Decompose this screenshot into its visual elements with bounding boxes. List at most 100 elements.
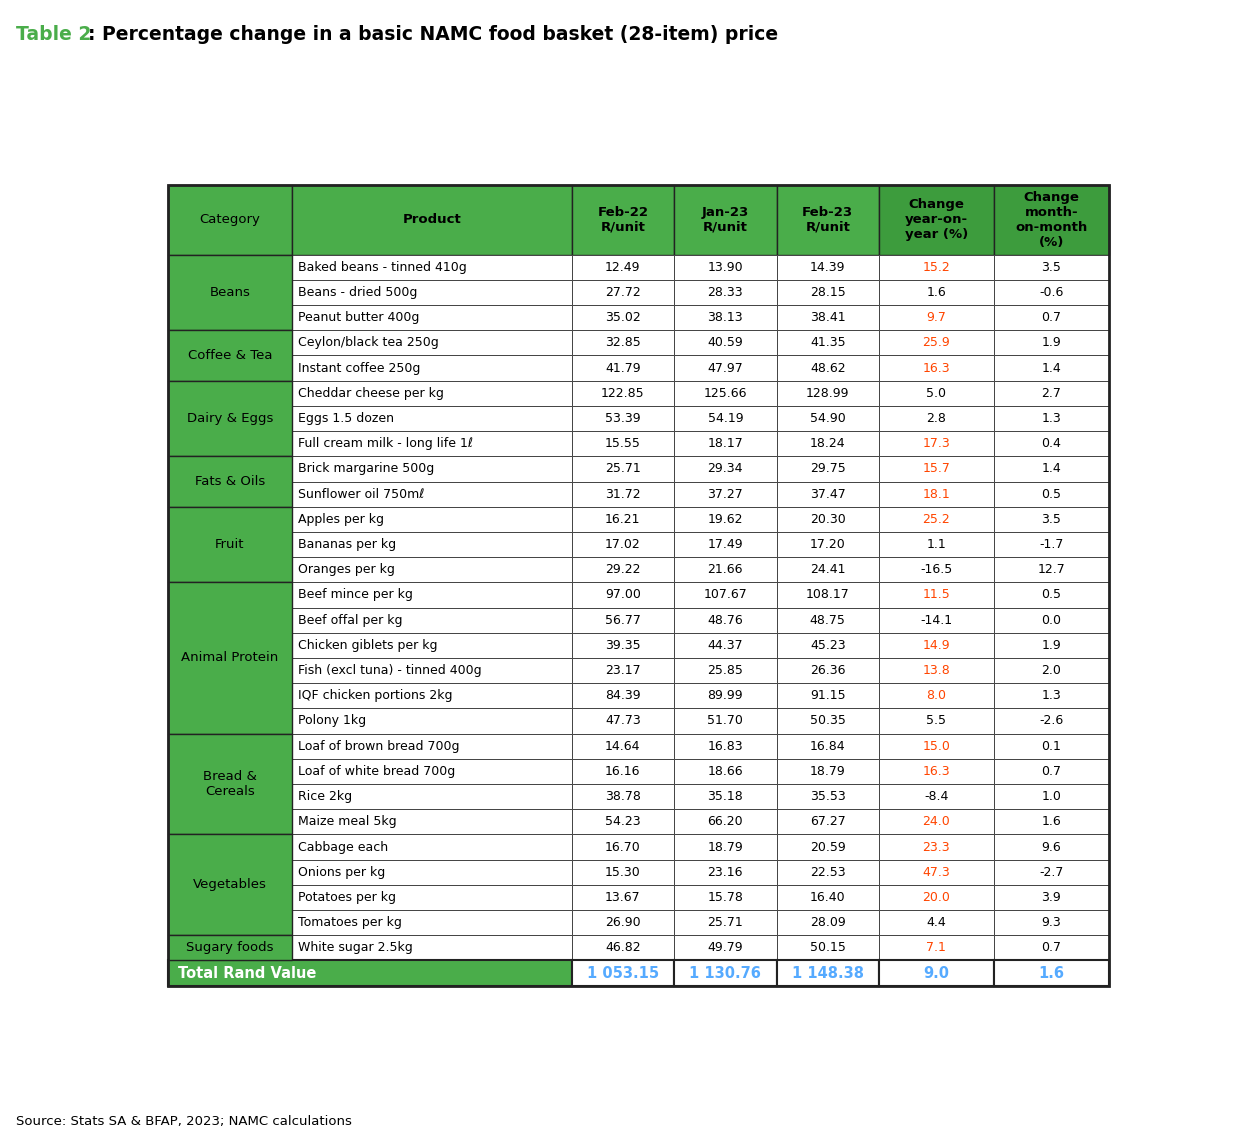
Text: Table 2: Table 2: [16, 25, 91, 44]
Bar: [776, 330, 878, 356]
Text: Brick margarine 500g: Brick margarine 500g: [298, 463, 435, 475]
Bar: [292, 708, 572, 733]
Text: 2.0: 2.0: [1042, 664, 1062, 677]
Bar: [292, 810, 572, 835]
Text: 25.71: 25.71: [606, 463, 640, 475]
Bar: [292, 758, 572, 785]
Text: 17.20: 17.20: [810, 538, 846, 551]
Text: 29.22: 29.22: [606, 563, 640, 576]
Bar: [674, 456, 776, 481]
Bar: [994, 305, 1109, 330]
Bar: [292, 305, 572, 330]
Bar: [292, 330, 572, 356]
Bar: [674, 305, 776, 330]
Bar: [292, 406, 572, 431]
Text: 89.99: 89.99: [708, 689, 743, 703]
Bar: [994, 936, 1109, 961]
Text: 54.19: 54.19: [708, 412, 743, 425]
Text: 1.4: 1.4: [1042, 463, 1062, 475]
Bar: [994, 607, 1109, 633]
Text: 84.39: 84.39: [606, 689, 640, 703]
Bar: [994, 961, 1109, 986]
Bar: [168, 961, 572, 986]
Text: 49.79: 49.79: [708, 941, 743, 954]
Bar: [572, 582, 674, 607]
Text: Baked beans - tinned 410g: Baked beans - tinned 410g: [298, 260, 467, 274]
Text: -0.6: -0.6: [1039, 285, 1064, 299]
Text: 53.39: 53.39: [606, 412, 640, 425]
Text: 14.9: 14.9: [922, 639, 951, 652]
Text: Loaf of brown bread 700g: Loaf of brown bread 700g: [298, 740, 460, 753]
Bar: [878, 255, 994, 280]
Bar: [572, 330, 674, 356]
Text: -8.4: -8.4: [925, 790, 948, 803]
Bar: [776, 733, 878, 758]
Text: 8.0: 8.0: [927, 689, 947, 703]
Bar: [168, 255, 292, 330]
Text: -16.5: -16.5: [921, 563, 952, 576]
Text: Source: Stats SA & BFAP, 2023; NAMC calculations: Source: Stats SA & BFAP, 2023; NAMC calc…: [16, 1115, 353, 1128]
Bar: [572, 658, 674, 683]
Bar: [168, 330, 292, 381]
Text: 1.6: 1.6: [1042, 815, 1062, 829]
Bar: [674, 607, 776, 633]
Bar: [292, 683, 572, 708]
Bar: [292, 507, 572, 532]
Bar: [572, 936, 674, 961]
Bar: [994, 481, 1109, 507]
Text: 0.1: 0.1: [1042, 740, 1062, 753]
Bar: [878, 184, 994, 255]
Text: Cheddar cheese per kg: Cheddar cheese per kg: [298, 387, 445, 400]
Bar: [674, 381, 776, 406]
Bar: [292, 607, 572, 633]
Bar: [572, 633, 674, 658]
Bar: [878, 557, 994, 582]
Text: 20.0: 20.0: [922, 891, 951, 904]
Text: 23.3: 23.3: [922, 840, 951, 854]
Bar: [776, 961, 878, 986]
Text: 1 130.76: 1 130.76: [689, 965, 761, 980]
Bar: [994, 406, 1109, 431]
Bar: [292, 936, 572, 961]
Bar: [994, 785, 1109, 810]
Text: 28.09: 28.09: [810, 916, 846, 929]
Bar: [292, 431, 572, 456]
Text: 3.5: 3.5: [1042, 513, 1062, 525]
Text: 15.2: 15.2: [922, 260, 951, 274]
Bar: [674, 255, 776, 280]
Bar: [994, 255, 1109, 280]
Text: 15.30: 15.30: [606, 865, 640, 879]
Text: Eggs 1.5 dozen: Eggs 1.5 dozen: [298, 412, 395, 425]
Text: : Percentage change in a basic NAMC food basket (28-item) price: : Percentage change in a basic NAMC food…: [88, 25, 779, 44]
Text: 54.90: 54.90: [810, 412, 846, 425]
Text: 7.1: 7.1: [927, 941, 947, 954]
Bar: [994, 860, 1109, 885]
Text: 25.9: 25.9: [922, 337, 951, 349]
Bar: [994, 184, 1109, 255]
Bar: [292, 184, 572, 255]
Bar: [994, 758, 1109, 785]
Text: 67.27: 67.27: [810, 815, 846, 829]
Text: 26.90: 26.90: [606, 916, 640, 929]
Text: 37.27: 37.27: [708, 488, 743, 500]
Bar: [168, 381, 292, 456]
Text: Sugary foods: Sugary foods: [186, 941, 274, 954]
Text: 19.62: 19.62: [708, 513, 743, 525]
Text: 16.40: 16.40: [810, 891, 846, 904]
Text: IQF chicken portions 2kg: IQF chicken portions 2kg: [298, 689, 452, 703]
Text: 25.2: 25.2: [922, 513, 951, 525]
Text: 1 053.15: 1 053.15: [587, 965, 659, 980]
Bar: [878, 507, 994, 532]
Text: Oranges per kg: Oranges per kg: [298, 563, 395, 576]
Bar: [994, 658, 1109, 683]
Bar: [776, 557, 878, 582]
Text: 25.85: 25.85: [708, 664, 744, 677]
Bar: [674, 885, 776, 910]
Text: 56.77: 56.77: [606, 614, 640, 626]
Bar: [168, 936, 292, 961]
Bar: [674, 708, 776, 733]
Bar: [878, 810, 994, 835]
Text: 22.53: 22.53: [810, 865, 846, 879]
Text: Potatoes per kg: Potatoes per kg: [298, 891, 396, 904]
Bar: [572, 910, 674, 936]
